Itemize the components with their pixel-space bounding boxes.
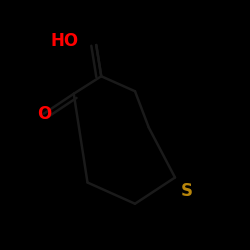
- Text: O: O: [36, 105, 51, 123]
- Text: HO: HO: [50, 32, 79, 50]
- Text: S: S: [180, 182, 192, 200]
